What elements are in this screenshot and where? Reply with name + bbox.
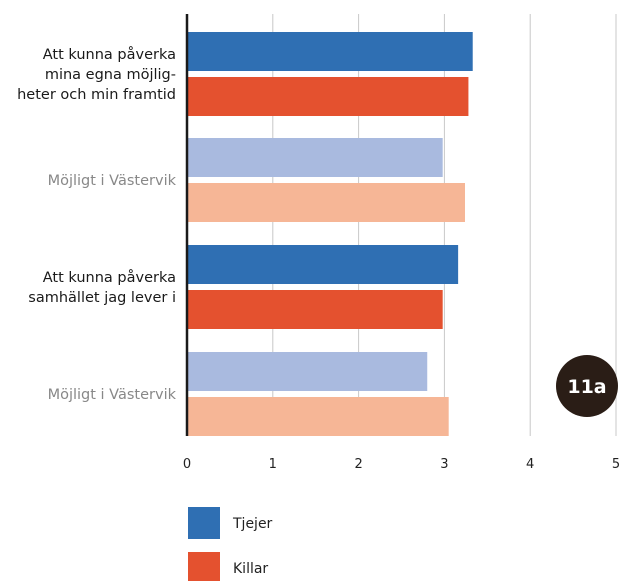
legend-label: Killar <box>233 561 268 577</box>
legend-swatch <box>188 552 220 581</box>
bar <box>187 352 428 391</box>
bar <box>187 397 449 436</box>
category-label: Möjligt i Västervik <box>48 387 177 403</box>
x-tick-label: 5 <box>612 457 620 472</box>
bar <box>187 290 443 329</box>
category-label: Att kunna påverka <box>43 269 176 286</box>
category-label: mina egna möjlig- <box>45 67 176 83</box>
bar <box>187 77 469 116</box>
badge-circle <box>556 355 618 417</box>
bar <box>187 138 443 177</box>
legend-label: Tjejer <box>232 516 273 532</box>
category-label: Att kunna påverka <box>43 46 176 63</box>
category-label: Möjligt i Västervik <box>48 173 177 189</box>
x-tick-label: 1 <box>269 457 277 472</box>
chart-badge: 11a <box>556 355 618 417</box>
x-tick-label: 4 <box>526 457 534 472</box>
bar <box>187 32 473 71</box>
x-tick-label: 2 <box>354 457 362 472</box>
category-label: heter och min framtid <box>17 87 176 103</box>
legend: Tjejer Killar <box>188 507 273 581</box>
bar <box>187 245 459 284</box>
category-labels: Att kunna påverka mina egna möjlig-heter … <box>17 46 176 403</box>
bar <box>187 183 465 222</box>
legend-swatch <box>188 507 220 539</box>
bars <box>187 32 473 436</box>
category-label: samhället jag lever i <box>28 290 176 306</box>
x-tick-label: 3 <box>440 457 448 472</box>
x-axis: 0 1 2 3 4 5 <box>183 14 620 472</box>
x-tick-label: 0 <box>183 457 191 472</box>
badge-label: 11a <box>567 376 606 398</box>
